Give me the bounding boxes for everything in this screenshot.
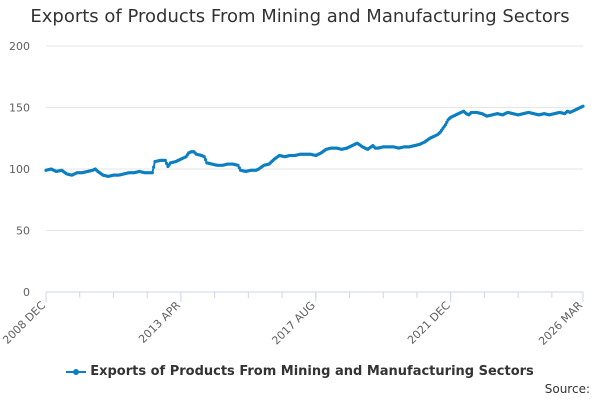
y-tick-label-50: 50 xyxy=(16,225,30,238)
legend[interactable]: Exports of Products From Mining and Manu… xyxy=(0,364,600,379)
series-line xyxy=(45,105,584,178)
series-point xyxy=(236,163,240,167)
legend-series-label[interactable]: Exports of Products From Mining and Manu… xyxy=(90,364,534,379)
gridlines xyxy=(46,45,583,231)
series-point xyxy=(443,123,448,127)
y-tick-label-100: 100 xyxy=(9,163,30,176)
x-tick-label: 2021 DEC xyxy=(405,299,453,347)
x-tick-label: 2017 AUG xyxy=(269,299,318,348)
chart-title: Exports of Products From Mining and Manu… xyxy=(30,6,570,27)
y-tick-label-150: 150 xyxy=(9,102,30,115)
series-point xyxy=(237,166,241,170)
series-layer xyxy=(44,104,585,178)
series-point xyxy=(150,171,154,175)
series-point xyxy=(152,165,156,169)
legend-series-marker xyxy=(66,367,87,377)
series-point xyxy=(203,158,208,162)
x-tick-label: 2008 DEC xyxy=(0,299,48,347)
series-point xyxy=(445,120,449,124)
series-point xyxy=(163,158,167,162)
series-point xyxy=(202,155,206,159)
source-credit: Source: xyxy=(544,382,590,396)
series-point xyxy=(165,161,169,166)
x-tick-label: 2026 MAR xyxy=(536,299,585,348)
y-tick-label-200: 200 xyxy=(9,40,30,53)
y-tick-label-0: 0 xyxy=(23,286,30,299)
y-axis-labels: 0 50 100 150 200 xyxy=(9,40,30,299)
series-point xyxy=(581,104,585,108)
x-axis: 2008 DEC 2013 APR 2017 AUG 2021 DEC 2026 MAR xyxy=(0,291,585,348)
legend-dot-swatch xyxy=(73,368,80,375)
x-tick-label: 2013 APR xyxy=(136,299,183,346)
